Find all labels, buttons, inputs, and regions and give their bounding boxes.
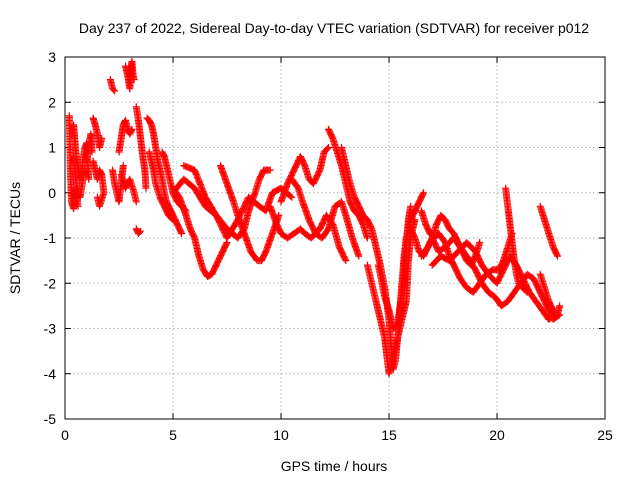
data-point <box>287 192 295 200</box>
data-series <box>277 144 332 206</box>
data-point <box>119 162 127 170</box>
data-series <box>83 130 96 165</box>
x-tick-label: 10 <box>273 427 289 443</box>
data-series <box>106 76 119 95</box>
data-series <box>288 175 363 260</box>
x-tick-label: 0 <box>61 427 69 443</box>
data-point <box>325 144 332 151</box>
data-series <box>536 202 561 260</box>
data-point <box>168 215 176 223</box>
data-point <box>88 148 96 156</box>
data-point <box>407 202 415 210</box>
data-point <box>132 198 140 206</box>
y-axis-label: SDTVAR / TECUs <box>7 182 23 294</box>
x-tick-label: 5 <box>169 427 177 443</box>
data-series <box>143 114 186 237</box>
y-tick-label: 1 <box>48 140 56 156</box>
y-tick-label: 0 <box>48 185 56 201</box>
data-series <box>109 162 127 206</box>
y-tick-label: -2 <box>44 275 57 291</box>
data-series <box>169 184 231 280</box>
data-series <box>363 216 419 378</box>
x-tick-label: 20 <box>489 427 505 443</box>
data-series <box>502 184 531 296</box>
data-series <box>117 171 140 206</box>
data-point <box>110 86 118 94</box>
data-point <box>83 171 91 179</box>
data-point <box>93 193 101 201</box>
x-tick-label: 25 <box>597 427 613 443</box>
grid-lines <box>65 57 605 419</box>
data-point <box>556 302 564 310</box>
data-series <box>70 153 91 201</box>
x-tick-label: 15 <box>381 427 397 443</box>
data-point <box>323 145 331 153</box>
data-point <box>169 216 177 224</box>
data-point <box>142 184 150 192</box>
data-series <box>132 103 150 192</box>
data-point <box>130 76 138 84</box>
data-point <box>522 287 530 295</box>
x-axis-label: GPS time / hours <box>281 458 388 474</box>
data-point <box>178 230 186 237</box>
data-point <box>355 252 363 260</box>
data-series <box>407 211 484 269</box>
data-series <box>338 144 428 373</box>
data-series <box>89 114 106 151</box>
data-series <box>217 162 283 265</box>
data-point <box>420 189 428 197</box>
y-tick-label: -3 <box>44 321 57 337</box>
data-series <box>89 157 108 210</box>
chart-title: Day 237 of 2022, Sidereal Day-to-day VTE… <box>79 20 589 36</box>
axis-ticks: 0 5 10 15 20 25 -5 -4 -3 -2 -1 0 1 2 3 <box>44 49 613 443</box>
data-point <box>419 190 427 198</box>
data-series <box>536 270 564 319</box>
data-point <box>363 234 371 242</box>
data-point <box>411 216 419 224</box>
data-point <box>342 257 350 265</box>
data-point <box>128 125 136 133</box>
data-point <box>98 134 106 142</box>
data-point <box>136 228 143 236</box>
data-point <box>523 288 531 296</box>
y-tick-label: 2 <box>48 94 56 110</box>
data-series <box>132 225 145 237</box>
data-point <box>275 211 283 219</box>
data-series <box>158 148 190 215</box>
data-points <box>65 58 564 378</box>
y-tick-label: -5 <box>44 411 57 427</box>
y-tick-label: -1 <box>44 230 57 246</box>
data-series <box>65 112 82 213</box>
y-tick-label: -4 <box>44 366 57 382</box>
data-point <box>476 239 484 246</box>
data-point <box>554 252 561 260</box>
data-series <box>145 148 177 224</box>
y-tick-label: 3 <box>48 49 56 65</box>
data-point <box>74 202 82 210</box>
data-series <box>325 125 371 242</box>
data-point <box>137 227 145 235</box>
data-series <box>122 58 138 93</box>
data-point <box>266 166 274 174</box>
data-point <box>111 87 119 95</box>
data-point <box>288 193 296 201</box>
data-series <box>115 116 136 156</box>
